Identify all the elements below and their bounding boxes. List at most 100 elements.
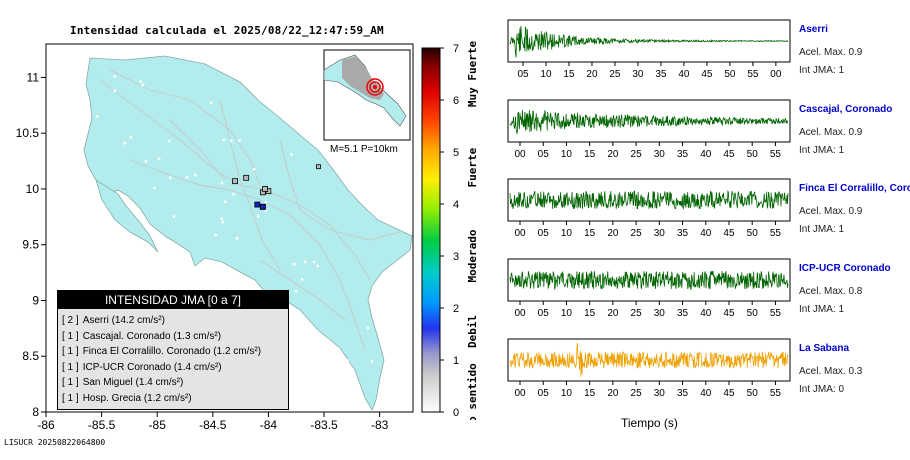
roads: [99, 69, 401, 351]
waveform-tick-label: 00: [514, 388, 526, 399]
intensity-colorbar: 0 1 2 3 4 5 6 7 No sentido Debil Moderado Fuerte Mu…: [421, 41, 479, 420]
legend-item: [ 1 ] ICP-UCR Coronado (1.4 cm/s²): [62, 361, 222, 373]
waveform-tick-label: 40: [700, 228, 712, 239]
waveform-tick-label: 10: [540, 69, 552, 80]
waveform-tick-label: 40: [700, 149, 712, 160]
station-marker: [243, 174, 250, 181]
waveform-tick-label: 45: [723, 388, 735, 399]
station-jma: Int JMA: 1: [799, 145, 845, 156]
waveform-tick-label: 40: [700, 388, 712, 399]
town-dot: [139, 79, 143, 83]
town-dot: [252, 167, 256, 171]
town-dot: [141, 83, 145, 87]
town-dot: [370, 359, 374, 363]
waveform-tick-label: 15: [584, 149, 596, 160]
town-dot: [238, 139, 241, 142]
colorbar-category-label: Muy Fuerte: [466, 41, 479, 108]
waveform-tick-label: 45: [701, 69, 713, 80]
waveform-tick-label: 35: [677, 308, 689, 319]
map-y-tick-label: 8: [32, 405, 39, 419]
station-marker: [262, 186, 268, 192]
waveform-tick-label: 35: [677, 388, 689, 399]
nicoya-peninsula: [95, 179, 159, 253]
town-dot: [303, 260, 307, 264]
colorbar-scale: [421, 47, 441, 413]
waveform-tick-label: 30: [654, 388, 666, 399]
waveform-tick-label: 45: [723, 228, 735, 239]
town-dot: [113, 89, 117, 92]
station-marker: [254, 201, 261, 208]
town-dot: [366, 326, 370, 330]
map-y-tick-label: 11: [27, 70, 40, 84]
town-dot: [220, 181, 224, 185]
map-x-tick-label: -84: [260, 418, 278, 432]
waveform-tick-label: 15: [584, 388, 596, 399]
waveform-tick-label: 10: [561, 228, 573, 239]
waveform-tick-label: 35: [655, 69, 667, 80]
station-jma: Int JMA: 1: [799, 224, 845, 235]
map-y-tick-label: 8.5: [22, 349, 39, 363]
waveform-tick-label: 20: [607, 228, 619, 239]
colorbar-tick-label: 3: [453, 251, 459, 263]
colorbar-category-label: Debil: [466, 315, 479, 348]
legend-item: [ 1 ] Cascajal. Coronado (1.3 cm/s²): [62, 330, 222, 342]
waveform-tick-label: 05: [538, 388, 550, 399]
waveform-tick-label: 35: [677, 228, 689, 239]
town-dot: [153, 186, 156, 190]
waveform-tick-label: 25: [631, 228, 643, 239]
intensity-legend: INTENSIDAD JMA [0 a 7] [ 2 ] Aserri (14.2…: [57, 290, 289, 410]
map-x-tick-label: -83.5: [310, 418, 338, 432]
station-accel: Acel. Max. 0.9: [799, 206, 863, 217]
waveform-tick-label: 30: [654, 228, 666, 239]
town-dot: [235, 236, 239, 240]
waveform-tick-label: 55: [770, 228, 782, 239]
epicenter-marker: [259, 203, 266, 210]
waveform-tick-label: 15: [584, 308, 596, 319]
footer-id: LISUCR 20250822064800: [4, 438, 106, 447]
town-dot: [312, 260, 316, 264]
waveform-tick-label: 15: [563, 69, 575, 80]
legend-item: [ 1 ] Finca El Corralillo. Coronado (1.2 …: [62, 346, 262, 357]
map-x-tick-label: -85: [149, 418, 167, 432]
legend-title: INTENSIDAD JMA [0 a 7]: [58, 291, 288, 309]
waveform-tick-label: 05: [538, 228, 550, 239]
town-dot: [209, 101, 213, 105]
station-accel: Acel. Max. 0.3: [799, 366, 863, 377]
waveform-tick-label: 20: [586, 69, 598, 80]
waveform-tick-label: 25: [631, 308, 643, 319]
waveform-tick-label: 35: [677, 149, 689, 160]
town-dot: [157, 157, 161, 161]
town-dot: [167, 139, 171, 143]
waveform-tick-label: 40: [700, 308, 712, 319]
station-marker: [316, 164, 321, 170]
waveform-tick-label: 50: [747, 228, 759, 239]
waveform-tick-label: 30: [632, 69, 644, 80]
town-dot: [123, 141, 127, 145]
colorbar-tick-label: 5: [453, 147, 459, 159]
waveform-trace: [509, 109, 789, 135]
waveform-tick-label: 30: [654, 149, 666, 160]
waveform-xlabel: Tiempo (s): [621, 416, 678, 430]
town-dot: [95, 114, 99, 118]
waveform-tick-label: 55: [770, 388, 782, 399]
map-x-tick-label: -85.5: [88, 418, 116, 432]
waveform-tick-label: 50: [747, 308, 759, 319]
legend-item: [ 1 ] Hosp. Grecia (1.2 cm/s²): [62, 392, 192, 404]
town-dot: [220, 217, 223, 221]
waveform-tick-label: 40: [678, 69, 690, 80]
colorbar-tick-label: 2: [453, 303, 459, 315]
map-x-tick-label: -84.5: [199, 418, 227, 432]
waveform-tick-label: 25: [631, 388, 643, 399]
waveform-trace: [509, 189, 789, 210]
waveform-tick-label: 00: [514, 308, 526, 319]
map-title: Intensidad calculada el 2025/08/22_12:47…: [70, 24, 384, 37]
colorbar-tick-label: 6: [453, 95, 459, 107]
colorbar-tick-label: 4: [453, 199, 459, 211]
town-dot: [292, 262, 296, 266]
station-jma: Int JMA: 1: [799, 65, 845, 76]
waveform-tick-label: 05: [538, 149, 550, 160]
station-accel: Acel. Max. 0.9: [799, 47, 863, 58]
town-dot: [113, 74, 116, 78]
station-name: Finca El Corralillo, Coro: [799, 183, 910, 194]
